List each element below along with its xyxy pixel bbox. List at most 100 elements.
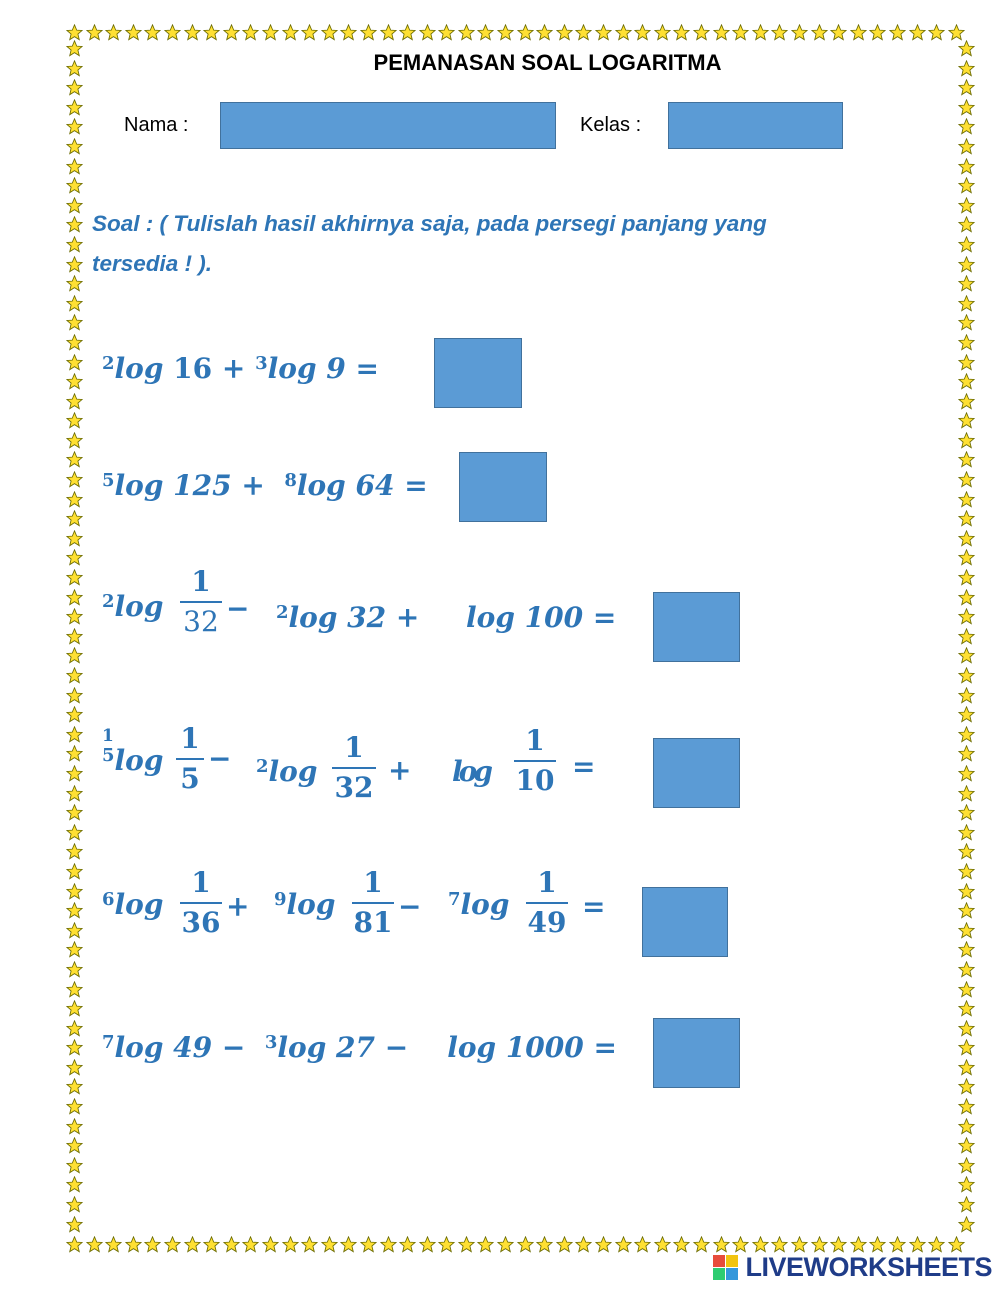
answer-box-1[interactable]: [434, 338, 522, 408]
brand-name: LIVEWORKSHEETS: [745, 1252, 992, 1282]
answer-box-6[interactable]: [653, 1018, 740, 1088]
star-icon: [379, 1236, 400, 1256]
star-icon: [575, 1236, 595, 1256]
fraction: 1 81: [352, 866, 394, 939]
star-icon: [595, 1236, 615, 1256]
star-icon: [379, 24, 400, 44]
star-icon: [66, 745, 86, 765]
star-icon: [66, 235, 86, 256]
star-icon: [497, 24, 517, 44]
star-icon: [66, 1058, 86, 1079]
star-icon: [732, 1236, 752, 1256]
star-icon: [66, 921, 86, 942]
star-icon: [958, 294, 978, 315]
star-icon: [947, 1236, 968, 1256]
star-icon: [908, 1236, 929, 1256]
question-4-part-1: 1 5log: [102, 726, 164, 777]
log-base: 3: [255, 353, 268, 374]
star-icon: [66, 353, 86, 374]
answer-box-2[interactable]: [459, 452, 547, 522]
star-icon: [958, 1117, 978, 1138]
star-icon: [66, 941, 86, 961]
log-base: 7: [102, 1032, 115, 1053]
star-icon: [66, 177, 86, 197]
answer-box-3[interactable]: [653, 592, 740, 662]
answer-box-4[interactable]: [653, 738, 740, 808]
star-icon: [928, 1236, 948, 1256]
star-icon: [66, 1236, 86, 1256]
star-icon: [888, 1236, 909, 1256]
star-icon: [751, 1236, 772, 1256]
log-base: 5: [102, 470, 115, 491]
star-icon: [958, 59, 978, 80]
star-icon: [281, 1236, 302, 1256]
star-icon: [477, 24, 497, 44]
log-term: log 125 +: [114, 469, 265, 502]
log-term: log: [114, 744, 164, 777]
star-icon: [261, 1236, 282, 1256]
page-title: PEMANASAN SOAL LOGARITMA: [373, 50, 722, 75]
question-3-part-2: 2log 32 +: [276, 601, 419, 634]
log-term: log: [114, 888, 164, 921]
star-icon: [66, 1215, 86, 1236]
star-icon: [124, 1236, 145, 1256]
star-icon: [673, 24, 693, 44]
star-icon: [66, 314, 86, 334]
star-icon: [653, 1236, 674, 1256]
star-icon: [830, 24, 850, 44]
star-icon: [958, 608, 978, 628]
star-icon: [477, 1236, 497, 1256]
fraction: 1 32: [332, 733, 376, 803]
log-base: 5: [102, 745, 115, 766]
star-icon: [693, 24, 713, 44]
star-icon: [66, 431, 86, 452]
star-icon: [555, 1236, 576, 1256]
star-icon: [958, 275, 978, 295]
star-icon: [66, 118, 86, 138]
name-label: Nama :: [124, 114, 189, 136]
star-icon: [66, 667, 86, 687]
star-icon: [958, 137, 978, 158]
star-icon: [418, 1236, 439, 1256]
answer-box-5[interactable]: [642, 887, 728, 957]
star-icon: [958, 686, 978, 707]
star-icon: [958, 471, 978, 491]
star-icon: [66, 980, 86, 1001]
star-icon: [66, 1039, 86, 1059]
star-icon: [66, 588, 86, 609]
log-base: 2: [102, 591, 115, 612]
class-label: Kelas :: [580, 114, 642, 136]
star-icon: [66, 1156, 86, 1177]
star-icon: [958, 902, 978, 922]
star-icon: [66, 510, 86, 530]
name-input[interactable]: [220, 102, 556, 149]
log-term: log: [460, 888, 510, 921]
instruction-line-1: Soal : ( Tulislah hasil akhirnya saja, p…: [92, 211, 767, 236]
star-icon: [958, 706, 978, 726]
question-1: 2log 16 + 3log 9 =: [102, 352, 379, 385]
log-term: log 27 −: [277, 1031, 409, 1064]
star-icon: [958, 647, 978, 667]
star-icon: [66, 706, 86, 726]
operator: −: [208, 742, 232, 775]
class-input[interactable]: [668, 102, 843, 149]
star-icon: [958, 921, 978, 942]
star-icon: [958, 118, 978, 138]
star-icon: [958, 1176, 978, 1196]
liveworksheets-logo[interactable]: LIVEWORKSHEETS: [713, 1252, 992, 1283]
star-icon: [242, 24, 262, 44]
star-icon: [751, 24, 772, 44]
star-icon: [66, 569, 86, 589]
equals-sign: =: [572, 750, 596, 783]
liveworksheets-logo-icon: [713, 1254, 739, 1280]
question-4-part-3: log: [452, 755, 493, 788]
star-icon: [105, 24, 125, 44]
star-icon: [673, 1236, 693, 1256]
star-icon: [958, 1196, 978, 1216]
operator: +: [388, 754, 412, 787]
star-icon: [958, 333, 978, 354]
star-icon: [222, 24, 243, 44]
star-icon: [66, 137, 86, 158]
star-icon: [340, 24, 360, 44]
star-icon: [958, 510, 978, 530]
